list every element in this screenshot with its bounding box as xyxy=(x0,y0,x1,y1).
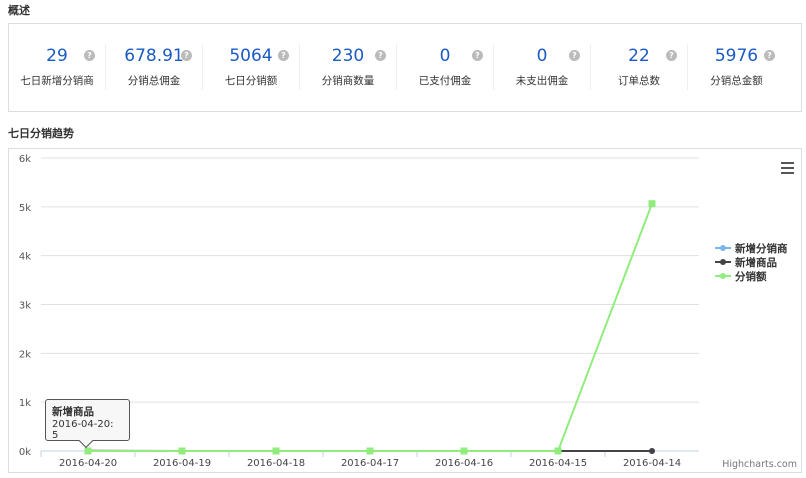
y-tick-label: 1k xyxy=(19,398,31,409)
y-tick-label: 2k xyxy=(19,349,31,360)
tooltip-series: 新增商品 xyxy=(52,404,123,419)
data-point[interactable] xyxy=(555,448,562,455)
stat-0: 29?七日新增分销商 xyxy=(9,44,106,90)
stat-label: 未支出佣金 xyxy=(494,73,590,88)
help-icon[interactable]: ? xyxy=(764,50,775,61)
data-point[interactable] xyxy=(179,448,186,455)
stat-label: 七日分销额 xyxy=(203,73,299,88)
stat-7: 5976?分销总金额 xyxy=(688,44,785,90)
help-icon[interactable]: ? xyxy=(181,50,192,61)
highcharts-credit[interactable]: Highcharts.com xyxy=(722,459,797,470)
stat-label: 分销商数量 xyxy=(300,73,396,88)
x-tick-label: 2016-04-17 xyxy=(341,458,399,469)
chart-tooltip: 新增商品 2016-04-20: 5 xyxy=(45,399,130,441)
help-icon[interactable]: ? xyxy=(666,50,677,61)
help-icon[interactable]: ? xyxy=(569,50,580,61)
data-point[interactable] xyxy=(649,200,656,207)
stat-label: 分销总金额 xyxy=(688,73,785,88)
stat-5: 0?未支出佣金 xyxy=(494,44,591,90)
x-tick-label: 2016-04-14 xyxy=(623,458,681,469)
legend-item[interactable]: 新增分销商 xyxy=(735,242,788,255)
data-point[interactable] xyxy=(649,448,655,454)
x-tick-label: 2016-04-20 xyxy=(59,458,117,469)
data-point[interactable] xyxy=(85,448,92,455)
hamburger-menu-icon[interactable] xyxy=(781,162,794,164)
y-tick-label: 0k xyxy=(19,447,31,458)
x-tick-label: 2016-04-16 xyxy=(435,458,493,469)
legend-marker xyxy=(720,245,726,251)
y-tick-label: 5k xyxy=(19,203,31,214)
tooltip-text: 2016-04-20: 5 xyxy=(52,419,113,441)
overview-title: 概述 xyxy=(8,2,30,18)
legend-marker xyxy=(720,259,726,265)
stat-2: 5064?七日分销额 xyxy=(203,44,300,90)
stat-6: 22?订单总数 xyxy=(591,44,688,90)
legend-item[interactable]: 分销额 xyxy=(735,270,767,283)
stat-label: 已支付佣金 xyxy=(397,73,493,88)
help-icon[interactable]: ? xyxy=(278,50,289,61)
stat-1: 678.91?分销总佣金 xyxy=(106,44,203,90)
y-tick-label: 3k xyxy=(19,301,31,312)
x-tick-label: 2016-04-15 xyxy=(529,458,587,469)
hamburger-menu-icon[interactable] xyxy=(781,172,794,174)
legend-marker xyxy=(720,273,726,279)
stat-3: 230?分销商数量 xyxy=(300,44,397,90)
series-line xyxy=(88,204,652,451)
data-point[interactable] xyxy=(367,448,374,455)
x-tick-label: 2016-04-19 xyxy=(153,458,211,469)
data-point[interactable] xyxy=(461,448,468,455)
stat-label: 订单总数 xyxy=(591,73,687,88)
stat-label: 分销总佣金 xyxy=(106,73,202,88)
hamburger-menu-icon[interactable] xyxy=(781,167,794,169)
trend-title: 七日分销趋势 xyxy=(8,125,74,141)
y-tick-label: 4k xyxy=(19,252,31,263)
data-point[interactable] xyxy=(273,448,280,455)
legend-item[interactable]: 新增商品 xyxy=(735,256,777,269)
stat-4: 0?已支付佣金 xyxy=(397,44,494,90)
stat-label: 七日新增分销商 xyxy=(9,73,105,88)
x-tick-label: 2016-04-18 xyxy=(247,458,305,469)
y-tick-label: 6k xyxy=(19,154,31,165)
help-icon[interactable]: ? xyxy=(375,50,386,61)
help-icon[interactable]: ? xyxy=(472,50,483,61)
help-icon[interactable]: ? xyxy=(84,50,95,61)
